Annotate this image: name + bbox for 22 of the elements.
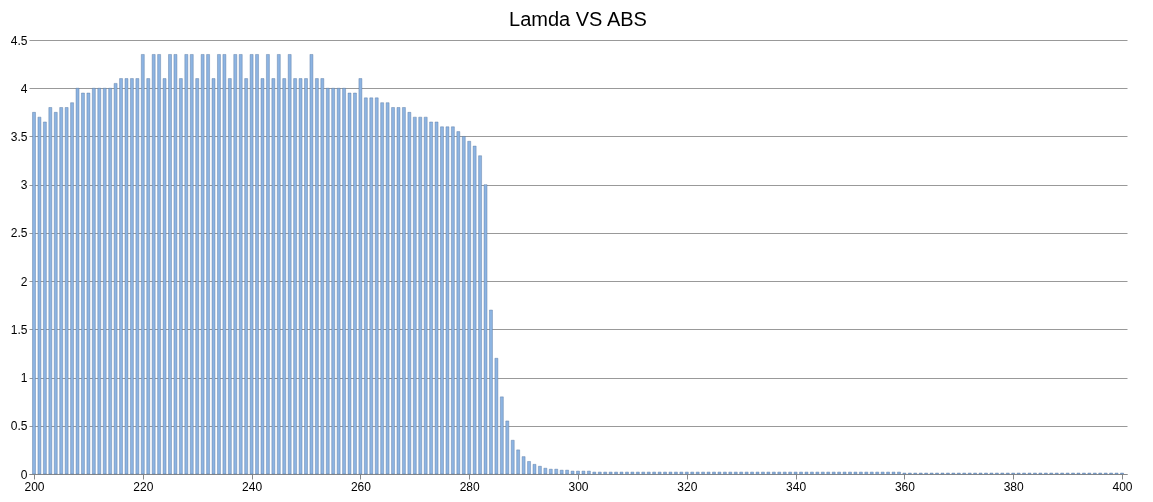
y-tick-label: 4.5 — [10, 33, 28, 48]
x-tick-label: 340 — [786, 479, 807, 494]
y-tick-label: 0.5 — [10, 419, 28, 434]
x-tick-label: 280 — [459, 479, 481, 494]
x-tick-label: 200 — [24, 479, 45, 494]
x-tick-label: 240 — [242, 479, 263, 494]
y-tick-label: 3 — [20, 178, 28, 193]
y-tick-label: 0 — [20, 467, 28, 482]
y-tick-label: 2 — [20, 274, 28, 289]
x-tick-label: 320 — [677, 479, 698, 494]
y-tick-label: 3.5 — [10, 129, 28, 144]
x-tick-label: 360 — [894, 479, 916, 494]
x-tick-label: 380 — [1003, 479, 1025, 494]
x-tick-label: 260 — [350, 479, 372, 494]
y-tick-label: 2.5 — [10, 226, 28, 241]
chart-title: Lamda VS ABS — [509, 8, 647, 30]
x-tick-label: 220 — [133, 479, 154, 494]
y-tick-label: 4 — [20, 81, 28, 96]
y-tick-label: 1.5 — [10, 322, 28, 337]
x-tick-label: 400 — [1112, 479, 1133, 494]
y-tick-label: 1 — [20, 371, 28, 386]
x-tick-label: 300 — [568, 479, 589, 494]
